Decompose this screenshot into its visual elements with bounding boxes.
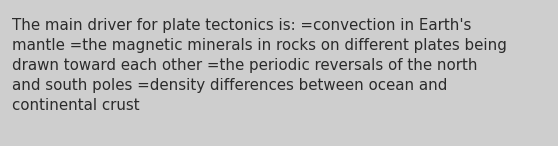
Text: The main driver for plate tectonics is: =convection in Earth's
mantle =the magne: The main driver for plate tectonics is: … (12, 18, 507, 113)
